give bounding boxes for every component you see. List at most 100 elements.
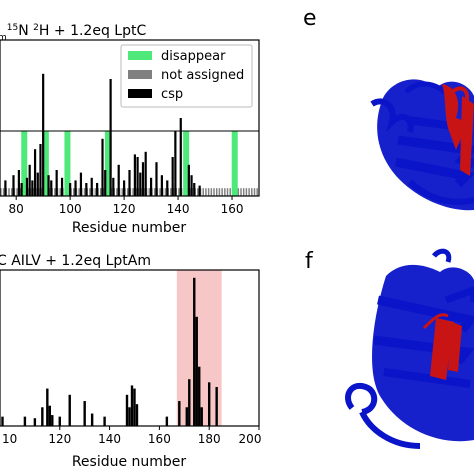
not-assigned-bar [10, 188, 13, 196]
not-assigned-bar [99, 188, 102, 196]
csp-bar [179, 118, 182, 196]
csp-bar [46, 388, 49, 426]
not-assigned-bar [251, 188, 253, 196]
csp-bar [33, 418, 37, 426]
panel-f: f [305, 248, 474, 449]
disappear-bar [104, 131, 111, 196]
csp-bar [195, 316, 198, 426]
not-assigned-bar [202, 188, 204, 196]
csp-bar [50, 180, 53, 196]
not-assigned-bar [205, 188, 207, 196]
x-tick-label-partial: 10 [2, 432, 17, 446]
csp-bar [90, 413, 94, 426]
csp-bar [187, 164, 190, 196]
csp-bar [207, 382, 211, 426]
top-legend-box [120, 44, 253, 108]
legend-label-csp: csp [161, 87, 183, 102]
csp-bar [178, 401, 181, 426]
top-x-axis-label: Residue number [72, 220, 187, 236]
x-tick-label: 120 [48, 432, 71, 446]
x-tick-label: 140 [167, 202, 190, 216]
csp-bar [198, 366, 201, 426]
csp-bar [165, 416, 169, 426]
not-assigned-bar [224, 188, 226, 196]
not-assigned-bar [178, 188, 180, 196]
not-assigned-bar [159, 188, 161, 196]
csp-bar [190, 175, 193, 196]
csp-bar [31, 180, 34, 196]
not-assigned-bar [207, 188, 210, 196]
x-tick-label: 80 [9, 202, 24, 216]
not-assigned-bar [132, 188, 134, 196]
not-assigned-bar [256, 188, 258, 196]
not-assigned-bar [210, 188, 213, 196]
csp-bar [141, 162, 145, 196]
bottom-x-axis-label: Residue number [72, 454, 187, 470]
bottom-plot-area [1, 270, 222, 426]
csp-bar [25, 177, 29, 196]
disappear-bar [231, 131, 238, 196]
not-assigned-bar [126, 188, 129, 196]
csp-bar [42, 73, 45, 196]
csp-bar [20, 183, 23, 196]
x-tick-label: 160 [148, 432, 171, 446]
not-assigned-bar [215, 188, 218, 196]
not-assigned-bar [242, 188, 245, 196]
top-plot-area [0, 73, 259, 196]
disappear-bar [21, 131, 28, 196]
csp-bar [149, 177, 153, 196]
csp-bar [68, 394, 71, 426]
legend-swatch-csp [128, 89, 152, 98]
csp-bar [160, 175, 163, 196]
not-assigned-bar [221, 188, 223, 196]
csp-bar [33, 149, 37, 196]
not-assigned-bar [218, 188, 221, 196]
csp-bar [133, 388, 136, 426]
not-assigned-bar [94, 188, 97, 196]
csp-bar [117, 164, 120, 196]
not-assigned-bar [0, 188, 2, 196]
x-tick-label: 200 [239, 432, 262, 446]
not-assigned-bar [245, 188, 248, 196]
x-tick-label: 140 [98, 432, 121, 446]
csp-bar [103, 416, 106, 426]
csp-bar [60, 177, 64, 196]
csp-bar [47, 175, 50, 196]
bottom-chart: C AILV + 1.2eq LptAm 120 140 160 180 200 10 R… [0, 253, 261, 470]
csp-bar [188, 379, 191, 426]
csp-bar [193, 277, 196, 426]
csp-bar [130, 385, 134, 426]
csp-bar [198, 185, 201, 196]
bottom-plot-frame [0, 269, 260, 427]
csp-bar [55, 170, 58, 196]
csp-bar [41, 407, 44, 426]
not-assigned-bar [226, 188, 229, 196]
csp-bar [128, 407, 131, 426]
not-assigned-bar [170, 188, 172, 196]
not-assigned-bar [153, 188, 156, 196]
csp-bar [166, 180, 169, 196]
top-chart-title: m15N 2H + 1.2eq LptC [0, 23, 146, 43]
x-tick-label: 100 [59, 202, 82, 216]
not-assigned-bar [237, 188, 240, 196]
csp-bar [58, 416, 61, 426]
csp-bar [28, 164, 31, 196]
not-assigned-bar [121, 188, 124, 196]
not-assigned-bar [116, 188, 118, 196]
csp-bar [17, 170, 20, 196]
csp-bar [104, 170, 107, 196]
panel-e: e [303, 6, 474, 211]
disappear-bar [64, 131, 71, 196]
legend-swatch-disappear [128, 51, 152, 60]
legend-swatch-not-assigned [128, 70, 152, 79]
csp-bar [155, 162, 158, 196]
not-assigned-bar [253, 188, 256, 196]
not-assigned-bar [248, 188, 250, 196]
csp-bar [51, 415, 54, 426]
not-assigned-bar [8, 188, 10, 196]
bottom-chart-title: C AILV + 1.2eq LptAm [0, 253, 151, 269]
csp-bar [39, 144, 42, 196]
not-assigned-bar [72, 188, 75, 196]
csp-bar [96, 183, 99, 196]
csp-bar [200, 407, 203, 426]
